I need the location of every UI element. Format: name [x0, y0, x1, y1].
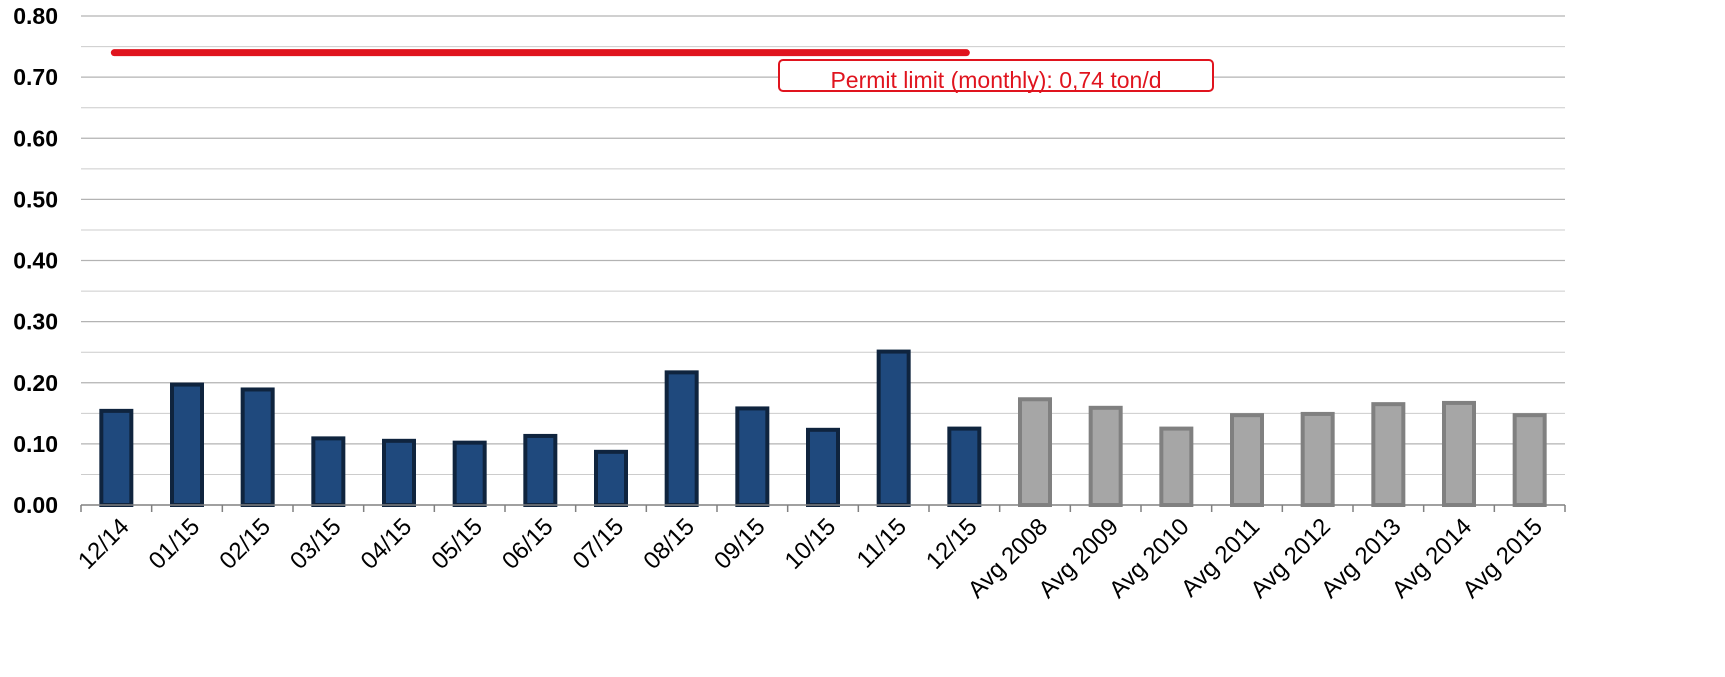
bar-annual-average	[1512, 413, 1547, 507]
bar-monthly	[523, 433, 558, 507]
y-axis-ticks: 0.00 0.10 0.20 0.30 0.40 0.50 0.60 0.70 0.80	[13, 3, 58, 518]
bar-monthly	[806, 427, 840, 507]
x-axis	[80, 504, 1566, 512]
x-tick-label: 03/15	[285, 513, 347, 575]
y-tick-label: 0.00	[13, 492, 58, 518]
y-tick-label: 0.50	[13, 186, 58, 212]
x-tick-label: 07/15	[568, 513, 630, 575]
y-tick-label: 0.40	[13, 248, 58, 274]
bar-annual-average	[1442, 400, 1476, 508]
y-tick-label: 0.60	[13, 125, 58, 151]
bar-annual-average	[1230, 413, 1264, 507]
bar-monthly	[99, 408, 134, 507]
permit-limit: Permit limit (monthly): 0,74 ton/d	[110, 49, 1214, 93]
x-tick-label: 11/15	[852, 513, 912, 573]
y-tick-label: 0.10	[13, 431, 58, 457]
permit-limit-annotation-text: Permit limit (monthly): 0,74 ton/d	[830, 67, 1161, 93]
bar-monthly	[664, 370, 699, 508]
x-tick-label: 12/14	[73, 513, 135, 575]
y-tick-label: 0.20	[13, 370, 58, 396]
bar-annual-average	[1300, 411, 1335, 507]
x-tick-label: 08/15	[638, 513, 700, 575]
bar-monthly	[876, 349, 911, 508]
x-tick-label: 04/15	[356, 513, 418, 575]
x-tick-label: 01/15	[144, 513, 206, 575]
bar-monthly	[311, 436, 346, 507]
bar-monthly	[452, 440, 487, 507]
bar-monthly	[594, 449, 628, 508]
bar-monthly	[382, 438, 416, 508]
bar-monthly	[170, 382, 204, 507]
y-tick-label: 0.70	[13, 64, 58, 90]
y-tick-label: 0.30	[13, 309, 58, 335]
bars	[99, 349, 1547, 508]
bar-monthly	[240, 387, 275, 508]
bar-annual-average	[1371, 402, 1406, 507]
y-tick-label: 0.80	[13, 3, 58, 29]
x-tick-label: 09/15	[709, 513, 771, 575]
bar-annual-average	[1159, 426, 1194, 507]
x-tick-label: 02/15	[214, 513, 276, 575]
bar-annual-average	[1018, 397, 1052, 507]
bar-annual-average	[1088, 405, 1123, 507]
permit-limit-annotation-box	[778, 59, 1214, 92]
x-tick-label: 10/15	[780, 513, 842, 575]
x-axis-labels: 12/14 01/15 02/15 03/15 04/15 05/15 06/15 07/15…	[73, 513, 1548, 603]
bar-monthly	[735, 406, 770, 507]
x-tick-label: 06/15	[497, 513, 559, 575]
bar-monthly	[947, 426, 982, 507]
x-tick-label: 12/15	[921, 513, 983, 575]
x-tick-label: 05/15	[426, 513, 488, 575]
